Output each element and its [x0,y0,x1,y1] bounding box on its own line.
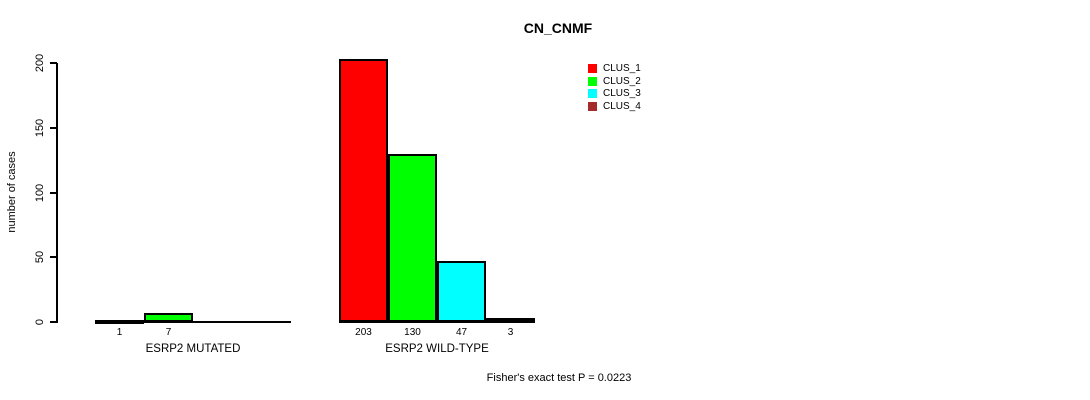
legend-label: CLUS_4 [603,100,641,112]
legend-item: CLUS_3 [588,88,641,99]
legend-item: CLUS_2 [588,76,641,87]
y-tick-mark [50,126,57,129]
bar-clus_1-group2 [339,59,388,322]
y-axis-line [56,63,58,323]
category-label: ESRP2 WILD-TYPE [385,343,489,355]
legend-swatch [588,64,597,73]
bar-clus_3-group2 [437,261,486,322]
category-label: ESRP2 MUTATED [145,343,241,355]
bar-value-label: 203 [355,327,372,338]
bar-clus_2-group2 [388,153,437,322]
legend-swatch [588,89,597,99]
legend-label: CLUS_2 [603,75,641,87]
x-axis-baseline [339,321,535,323]
bar-clus_1-group1 [95,320,144,324]
y-tick-label: 100 [34,183,46,202]
legend-item: CLUS_1 [588,63,641,74]
x-axis-baseline [95,321,291,323]
y-tick-label: 50 [34,251,46,264]
legend-label: CLUS_3 [603,88,641,100]
bar-value-label: 47 [455,327,468,338]
y-axis-label: number of cases [6,151,18,233]
fisher-test-annotation: Fisher's exact test P = 0.0223 [486,372,632,384]
y-tick-label: 200 [34,53,46,73]
bar-clus_2-group1 [144,312,193,322]
chart-title: CN_CNMF [523,20,593,36]
y-tick-mark [50,256,57,259]
bar-value-label: 130 [404,327,421,338]
y-tick-label: 0 [34,318,46,326]
y-tick-mark [50,191,57,194]
legend-swatch [588,76,597,86]
legend-item: CLUS_4 [588,101,641,112]
y-tick-mark [50,321,57,323]
y-tick-label: 150 [34,118,46,137]
legend-label: CLUS_1 [603,63,641,74]
bar-value-label: 3 [507,327,514,338]
y-tick-mark [50,62,57,64]
bar-value-label: 7 [165,327,172,338]
bar-clus_4-group2 [486,318,535,323]
bar-value-label: 1 [116,327,123,338]
legend-swatch [588,101,597,111]
